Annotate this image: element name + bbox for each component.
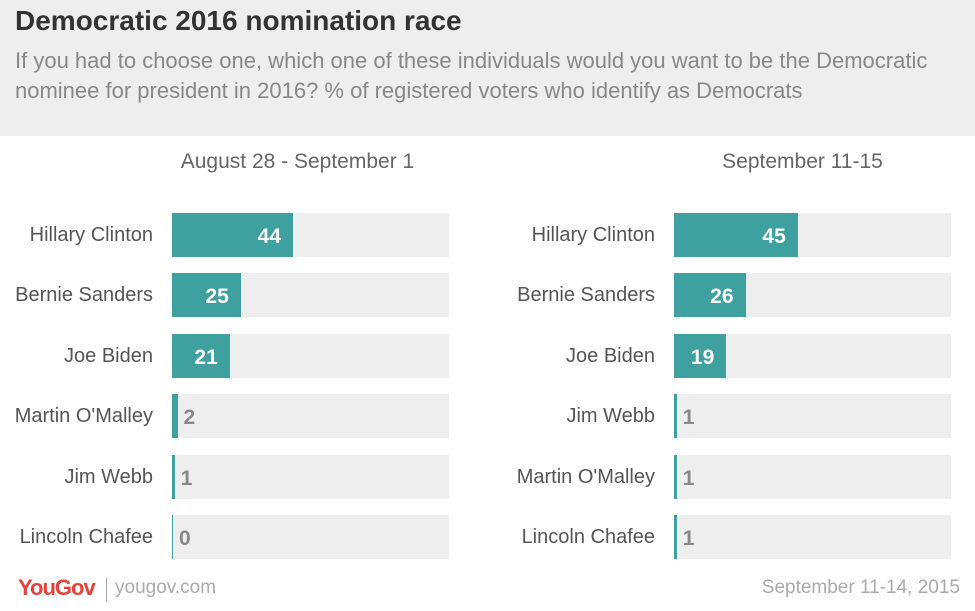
panel-title-sep: September 11-15: [722, 150, 883, 173]
chart-subtitle: If you had to choose one, which one of t…: [15, 48, 928, 103]
panel-title-aug: August 28 - September 1: [180, 150, 415, 173]
chart-title: Democratic 2016 nomination race: [15, 5, 462, 36]
bar: [674, 334, 727, 378]
bar-track: [172, 515, 449, 559]
category-label: Martin O'Malley: [14, 405, 153, 427]
category-label: Lincoln Chafee: [19, 526, 153, 548]
bar: [674, 394, 677, 438]
bar-track: [674, 515, 951, 559]
category-label: Hillary Clinton: [29, 224, 153, 246]
bar-value-label: 2: [183, 406, 196, 429]
bar-value-label: 21: [194, 346, 218, 369]
bar: [674, 273, 746, 317]
bar-value-label: 26: [710, 285, 734, 308]
category-label: Martin O'Malley: [516, 466, 655, 488]
category-label: Jim Webb: [64, 466, 153, 488]
bar-track: [674, 394, 951, 438]
bar: [172, 334, 230, 378]
bar: [172, 394, 178, 438]
footer-divider: [106, 578, 107, 602]
footer-site: yougov.com: [115, 577, 217, 598]
category-label: Joe Biden: [64, 345, 153, 367]
bar: [172, 213, 293, 257]
bar-value-label: 1: [682, 527, 695, 550]
bar-value-label: 1: [682, 406, 695, 429]
bar-track: [172, 455, 449, 499]
bar-track: [674, 455, 951, 499]
bar: [674, 213, 798, 257]
category-label: Hillary Clinton: [531, 224, 655, 246]
category-label: Lincoln Chafee: [521, 526, 655, 548]
bar: [172, 273, 241, 317]
category-label: Bernie Sanders: [517, 284, 655, 306]
header-band: Democratic 2016 nomination race If you h…: [0, 0, 975, 136]
bar-value-label: 19: [690, 346, 715, 369]
category-label: Jim Webb: [566, 405, 655, 427]
bar: [172, 515, 173, 559]
bar-track: [172, 394, 449, 438]
bar: [674, 515, 677, 559]
footer-date: September 11-14, 2015: [761, 577, 960, 598]
bar: [172, 455, 175, 499]
bar-value-label: 1: [682, 467, 695, 490]
bar-value-label: 44: [257, 225, 281, 248]
bar-value-label: 0: [179, 527, 191, 550]
category-label: Joe Biden: [566, 345, 655, 367]
bar: [674, 455, 677, 499]
bar-value-label: 45: [762, 225, 786, 248]
bar-value-label: 25: [205, 285, 229, 308]
yougov-logo: YouGov: [18, 575, 96, 600]
bar-value-label: 1: [180, 467, 193, 490]
category-label: Bernie Sanders: [15, 284, 153, 306]
